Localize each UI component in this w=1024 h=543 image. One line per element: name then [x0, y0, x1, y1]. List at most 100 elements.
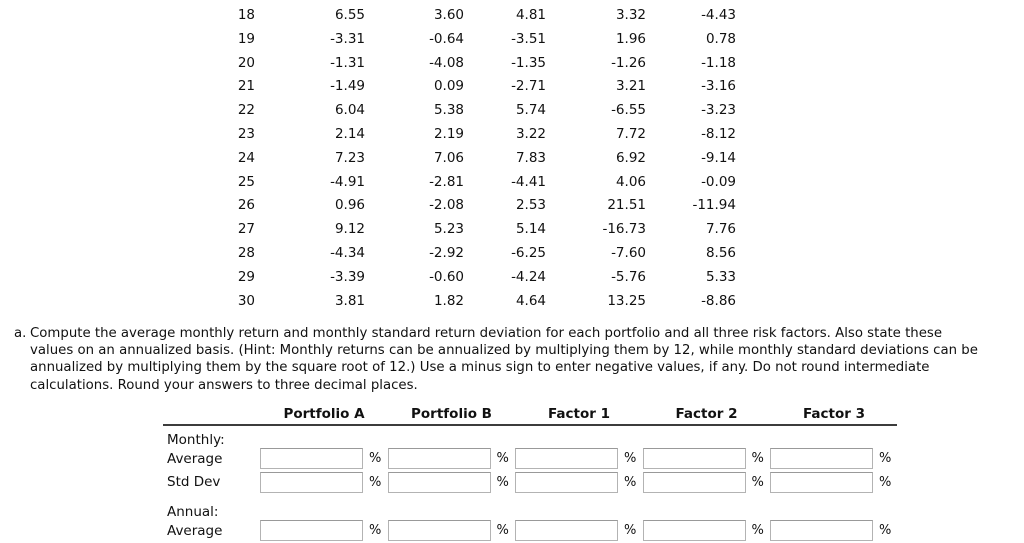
- table-row: 21 -1.49 0.09 -2.71 3.21 -3.16: [180, 75, 736, 99]
- input-group: %: [387, 448, 516, 470]
- percent-suffix: %: [751, 523, 764, 539]
- value-cell: -4.34: [330, 244, 365, 261]
- input-group: %: [770, 471, 898, 493]
- row-label: Std Dev: [167, 474, 221, 491]
- value-cell: 3.81: [334, 292, 365, 309]
- returns-table-body: 18 6.55 3.60 4.81 3.32 -4.43 19 -3.31 -0.64 -3.51…: [180, 4, 736, 313]
- value-cell: -2.71: [511, 78, 546, 95]
- input-group: %: [515, 520, 643, 542]
- question-label: a.: [14, 326, 27, 341]
- value-cell: 2.53: [515, 197, 546, 214]
- input-monthly-std-dev-factor-2[interactable]: [642, 471, 746, 493]
- value-cell: 13.25: [607, 292, 646, 309]
- value-cell: -1.49: [330, 78, 365, 95]
- question-line: calculations. Round your answers to thre…: [30, 377, 418, 393]
- monthly-returns-table: 18 6.55 3.60 4.81 3.32 -4.43 19 -3.31 -0.64 -3.51…: [180, 4, 736, 313]
- row-number-cell: 30: [237, 292, 255, 309]
- value-cell: -3.51: [511, 30, 546, 47]
- value-cell: -2.81: [429, 173, 464, 190]
- table-row: 20 -1.31 -4.08 -1.35 -1.26 -1.18: [180, 52, 736, 76]
- value-cell: -3.31: [330, 30, 365, 47]
- percent-suffix: %: [496, 474, 509, 490]
- percent-suffix: %: [624, 523, 637, 539]
- value-cell: 6.55: [334, 7, 365, 23]
- percent-suffix: %: [369, 474, 382, 490]
- percent-suffix: %: [496, 523, 509, 539]
- input-group: %: [642, 471, 771, 493]
- form-column-headers: Portfolio A Portfolio B Factor 1 Factor …: [0, 404, 1024, 424]
- input-annual-average-factor-3[interactable]: [770, 520, 873, 542]
- table-row: 24 7.23 7.06 7.83 6.92 -9.14: [180, 147, 736, 171]
- input-annual-average-factor-1[interactable]: [515, 520, 618, 542]
- column-header-portfolio-a: Portfolio A: [283, 406, 365, 422]
- header-divider-rule: [163, 424, 897, 426]
- table-row: 26 0.96 -2.08 2.53 21.51 -11.94: [180, 194, 736, 218]
- value-cell: -2.92: [429, 244, 464, 261]
- row-label: Average: [167, 450, 223, 467]
- input-monthly-std-dev-portfolio-b[interactable]: [387, 471, 491, 493]
- value-cell: 0.78: [705, 30, 736, 47]
- input-group: %: [515, 471, 643, 493]
- value-cell: 0.09: [433, 78, 464, 95]
- table-row: 22 6.04 5.38 5.74 -6.55 -3.23: [180, 99, 736, 123]
- input-group: %: [387, 471, 516, 493]
- input-annual-average-portfolio-b[interactable]: [387, 520, 491, 542]
- value-cell: -1.31: [330, 54, 365, 71]
- value-cell: -1.35: [511, 54, 546, 71]
- value-cell: -1.18: [701, 54, 736, 71]
- row-number-cell: 18: [237, 7, 255, 23]
- row-number-cell: 24: [237, 149, 255, 166]
- input-monthly-average-factor-2[interactable]: [642, 448, 746, 470]
- value-cell: 3.60: [433, 7, 464, 23]
- value-cell: 8.56: [705, 244, 736, 261]
- percent-suffix: %: [496, 451, 509, 467]
- value-cell: -3.16: [701, 78, 736, 95]
- input-monthly-average-portfolio-b[interactable]: [387, 448, 491, 470]
- input-monthly-average-factor-3[interactable]: [770, 448, 873, 470]
- column-header-factor-2: Factor 2: [675, 406, 738, 422]
- value-cell: -2.08: [429, 197, 464, 214]
- form-body: Monthly: Average%%%%% Std Dev%%%%% Annual: A…: [0, 433, 1024, 543]
- value-cell: 7.83: [515, 149, 546, 166]
- value-cell: 4.64: [515, 292, 546, 309]
- percent-suffix: %: [751, 451, 764, 467]
- value-cell: 5.74: [515, 102, 546, 119]
- value-cell: -8.12: [701, 125, 736, 142]
- input-monthly-std-dev-factor-3[interactable]: [770, 471, 873, 493]
- row-label: Average: [167, 522, 223, 539]
- value-cell: -5.76: [611, 268, 646, 285]
- input-monthly-std-dev-portfolio-a[interactable]: [260, 471, 363, 493]
- row-number-cell: 22: [237, 102, 255, 119]
- input-group: %: [260, 448, 388, 470]
- input-group: %: [770, 520, 898, 542]
- value-cell: -4.08: [429, 54, 464, 71]
- table-row: 25 -4.91 -2.81 -4.41 4.06 -0.09: [180, 171, 736, 195]
- answer-form: Portfolio A Portfolio B Factor 1 Factor …: [0, 404, 1024, 543]
- value-cell: -4.43: [701, 7, 736, 23]
- input-group: %: [260, 520, 388, 542]
- form-row-monthly-average: Average%%%%%: [0, 447, 1024, 471]
- percent-suffix: %: [369, 523, 382, 539]
- form-row-annual-average: Average%%%%%: [0, 519, 1024, 543]
- input-group: %: [387, 520, 516, 542]
- input-annual-average-factor-2[interactable]: [642, 520, 746, 542]
- section-label-annual: Annual:: [167, 504, 219, 520]
- percent-suffix: %: [624, 451, 637, 467]
- value-cell: -8.86: [701, 292, 736, 309]
- table-row: 23 2.14 2.19 3.22 7.72 -8.12: [180, 123, 736, 147]
- input-monthly-average-factor-1[interactable]: [515, 448, 618, 470]
- column-header-factor-1: Factor 1: [547, 406, 611, 422]
- value-cell: -11.94: [692, 197, 736, 214]
- value-cell: -3.23: [701, 102, 736, 119]
- value-cell: 6.04: [334, 102, 365, 119]
- row-number-cell: 20: [237, 54, 255, 71]
- value-cell: -0.64: [429, 30, 464, 47]
- input-monthly-average-portfolio-a[interactable]: [260, 448, 363, 470]
- input-monthly-std-dev-factor-1[interactable]: [515, 471, 618, 493]
- value-cell: 7.76: [705, 221, 736, 238]
- value-cell: -3.39: [330, 268, 365, 285]
- value-cell: 5.33: [705, 268, 736, 285]
- value-cell: -0.09: [701, 173, 736, 190]
- value-cell: -1.26: [611, 54, 646, 71]
- input-annual-average-portfolio-a[interactable]: [260, 520, 363, 542]
